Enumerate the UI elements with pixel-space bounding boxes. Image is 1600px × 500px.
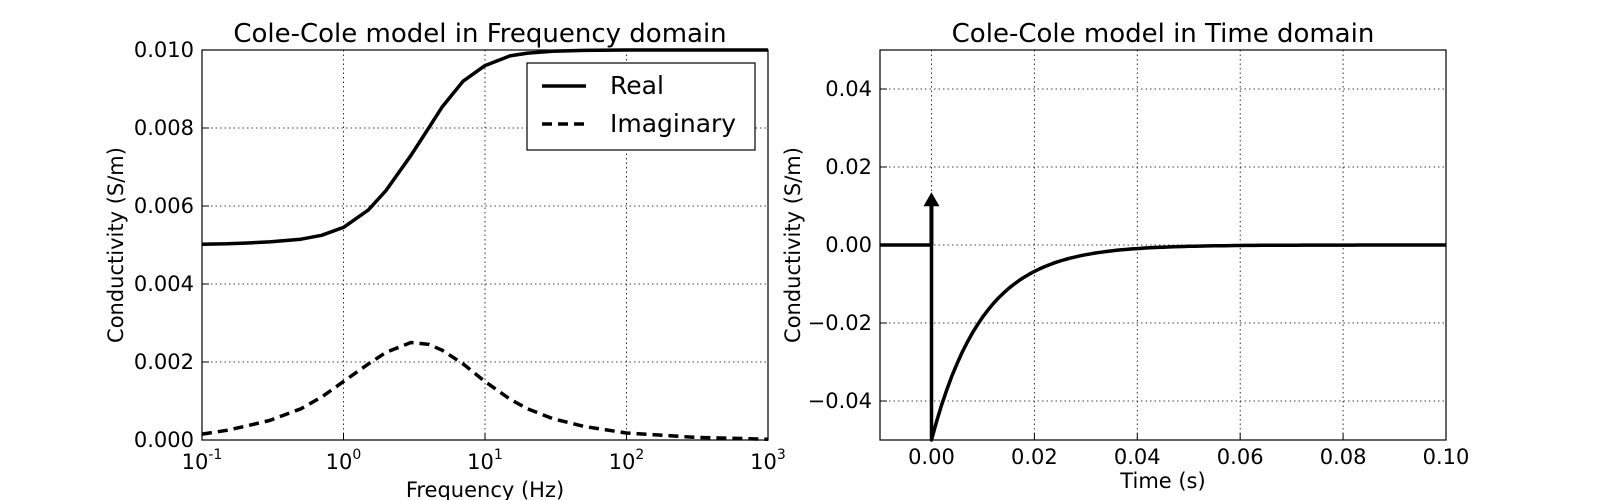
y-tick-label: 0.02 xyxy=(825,155,872,179)
y-tick-label: 0.004 xyxy=(134,272,194,296)
plot-frame xyxy=(201,49,769,441)
legend-box xyxy=(526,62,756,151)
legend-label-imaginary: Imaginary xyxy=(610,109,736,138)
time-domain-chart: Cole-Cole model in Time domain 0.00 0.02 0… xyxy=(781,19,1469,493)
frequency-domain-chart: Cole-Cole model in Frequency domain 10-1… xyxy=(104,19,786,500)
x-tick-label: 10-1 xyxy=(182,447,223,474)
y-tick-label: 0.008 xyxy=(134,116,194,140)
x-tick-label: 102 xyxy=(609,447,645,474)
axis-ticks: 0.00 0.02 0.04 0.06 0.08 0.10 −0.04 −0.02 0.00 0.… xyxy=(808,77,1470,469)
chart-title: Cole-Cole model in Time domain xyxy=(952,19,1375,49)
chart-title: Cole-Cole model in Frequency domain xyxy=(233,19,726,49)
series-line-response xyxy=(880,243,1446,442)
y-axis-label: Conductivity (S/m) xyxy=(781,147,805,343)
y-tick-label: 0.00 xyxy=(825,233,872,257)
x-tick-label: 100 xyxy=(326,447,362,474)
legend-label-real: Real xyxy=(610,71,664,100)
y-axis-label: Conductivity (S/m) xyxy=(104,147,128,343)
series-line-imaginary xyxy=(201,340,769,441)
impulse-arrow-head xyxy=(923,192,940,207)
x-axis-label: Frequency (Hz) xyxy=(406,478,564,500)
axis-ticks: 10-1 100 101 102 103 0.000 0.002 0.004 0.006 0.00… xyxy=(134,38,786,474)
legend: Real Imaginary xyxy=(526,62,756,151)
series-layer xyxy=(880,192,1446,442)
plot-frame xyxy=(879,49,1447,441)
x-axis-label: Time (s) xyxy=(1119,469,1205,493)
x-tick-label: 103 xyxy=(750,447,786,474)
x-tick-label: 0.06 xyxy=(1217,445,1264,469)
series-layer xyxy=(201,48,769,441)
y-tick-label: 0.04 xyxy=(825,77,872,101)
y-tick-label: −0.04 xyxy=(808,389,872,413)
x-tick-label: 0.02 xyxy=(1011,445,1058,469)
x-tick-label: 0.00 xyxy=(908,445,955,469)
y-tick-label: −0.02 xyxy=(808,311,872,335)
series-line-real xyxy=(201,48,768,246)
y-tick-label: 0.002 xyxy=(134,350,194,374)
y-tick-label: 0.006 xyxy=(134,194,194,218)
x-tick-label: 101 xyxy=(467,447,503,474)
x-tick-label: 0.10 xyxy=(1423,445,1470,469)
y-tick-label: 0.010 xyxy=(134,38,194,62)
x-tick-label: 0.08 xyxy=(1320,445,1367,469)
x-tick-label: 0.04 xyxy=(1114,445,1161,469)
y-tick-label: 0.000 xyxy=(134,428,194,452)
